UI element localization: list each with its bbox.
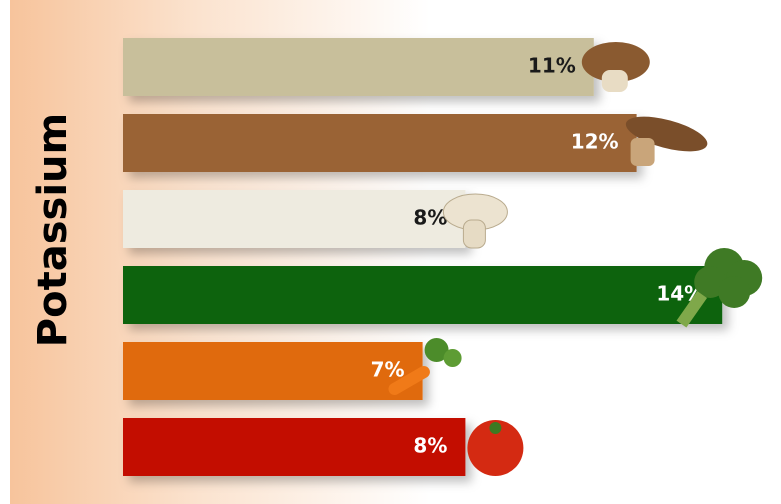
icon xyxy=(444,349,462,367)
icon xyxy=(463,220,485,248)
value-label: 11% xyxy=(528,54,576,78)
value-label: 8% xyxy=(413,206,447,230)
chart-title: Potassium xyxy=(30,113,76,347)
value-label: 7% xyxy=(371,358,405,382)
bar xyxy=(123,38,594,96)
value-label: 12% xyxy=(571,130,619,154)
chart: Potassium 11%12%8%14%7%8% xyxy=(0,0,781,504)
value-label: 8% xyxy=(413,434,447,458)
icon xyxy=(602,70,628,92)
bar xyxy=(123,266,722,324)
icon xyxy=(631,138,655,166)
bar xyxy=(123,114,637,172)
icon xyxy=(489,422,501,434)
icon xyxy=(718,276,750,308)
